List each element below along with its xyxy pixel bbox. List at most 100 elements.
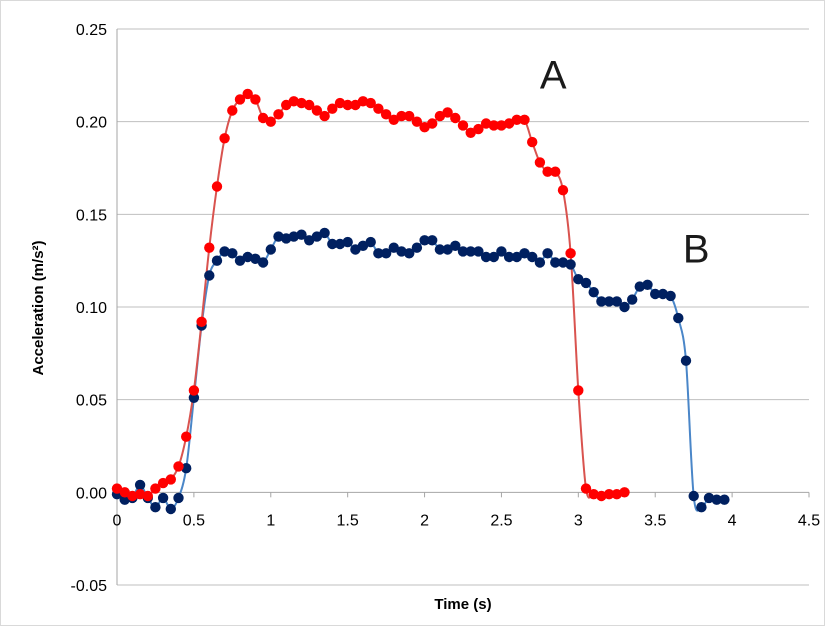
x-tick-label: 3.5 — [644, 512, 666, 529]
y-tick-label: 0.25 — [76, 22, 107, 39]
series-b-point — [265, 244, 276, 255]
series-a-point — [319, 110, 330, 122]
series-b-point — [419, 235, 430, 246]
series-a-point — [304, 99, 315, 111]
series-a-point — [442, 107, 453, 118]
series-a-point — [519, 114, 530, 126]
series-b-point — [450, 240, 461, 251]
x-tick-label: 4.5 — [798, 512, 820, 529]
series-b-point — [380, 248, 392, 259]
series-a-point — [542, 166, 553, 177]
series-a-point — [188, 385, 200, 396]
series-a-point — [557, 185, 569, 196]
series-b-point — [404, 248, 415, 259]
series-b-point — [165, 503, 176, 515]
series-a-point — [365, 97, 376, 109]
series-a-point — [165, 474, 176, 485]
series-b-point — [580, 277, 592, 289]
series-b-point — [680, 355, 692, 366]
x-tick-label: 3 — [574, 512, 583, 529]
series-a-point — [342, 99, 353, 111]
series-b-point — [473, 246, 484, 257]
series-b-point — [619, 301, 630, 313]
series-a-point — [550, 166, 561, 177]
series-b-point — [550, 257, 561, 268]
series-a-point — [265, 116, 276, 127]
series-b-point — [357, 240, 369, 251]
series-b-point — [603, 296, 615, 307]
series-a-point — [373, 103, 384, 114]
tick-labels: -0.05 0.00 0.05 0.10 0.15 0.20 0.25 0 0.5 1 1.5 2 2.… — [71, 22, 821, 595]
series-a-point — [603, 489, 615, 500]
series-b-point — [596, 296, 607, 307]
series-b-point — [134, 479, 146, 491]
x-tick-label: 0 — [113, 512, 122, 529]
series-b-point — [319, 227, 330, 239]
series-b-point — [211, 255, 223, 266]
series-points — [111, 88, 730, 515]
series-a-point — [327, 103, 338, 114]
series-a-point — [388, 114, 399, 126]
series-a-point — [427, 118, 438, 129]
series-a-point — [204, 242, 215, 253]
series-b-point — [457, 246, 469, 257]
series-b-point — [365, 236, 376, 248]
series-a-point — [619, 487, 630, 498]
series-b-point — [665, 290, 676, 302]
x-tick-label: 1 — [266, 512, 275, 529]
series-a-point — [465, 127, 476, 138]
series-b-point — [465, 246, 476, 257]
x-tick-label: 2.5 — [490, 512, 512, 529]
series-a-point — [527, 136, 538, 148]
series-b-point — [434, 244, 446, 255]
series-a-point — [534, 157, 546, 168]
series-a-point — [380, 109, 392, 120]
series-a-point — [450, 112, 461, 124]
series-b-point — [234, 255, 246, 266]
x-tick-label: 0.5 — [183, 512, 205, 529]
y-tick-label: 0.10 — [76, 300, 107, 317]
y-tick-label: 0.05 — [76, 393, 107, 410]
series-a-point — [573, 385, 584, 396]
series-b-point — [519, 248, 530, 259]
series-b-point — [711, 494, 722, 505]
series-b-point — [503, 251, 515, 263]
series-a-point — [250, 94, 261, 105]
series-b-point — [173, 492, 184, 504]
series-a-point — [457, 120, 469, 131]
series-a-point — [142, 490, 153, 502]
series-a-point — [211, 181, 223, 192]
series-b-point — [311, 231, 323, 242]
y-tick-label: -0.05 — [71, 578, 108, 595]
series-b-point — [588, 287, 599, 298]
series-a-point — [181, 431, 192, 442]
series-b-point — [673, 312, 684, 324]
series-b-point — [296, 229, 307, 240]
series-a-point — [511, 114, 522, 126]
series-a-point — [219, 133, 230, 144]
series-a-point — [196, 316, 207, 327]
series-a-point — [404, 110, 415, 122]
x-tick-label: 1.5 — [337, 512, 359, 529]
series-label-a: A — [540, 53, 567, 97]
series-b-point — [304, 235, 315, 246]
series-a-point — [227, 105, 238, 116]
series-b-point — [527, 251, 538, 263]
series-a-point — [273, 109, 284, 120]
series-b-point — [488, 251, 499, 263]
series-b-point — [627, 294, 638, 305]
series-b-point — [496, 246, 507, 257]
series-a-point — [488, 120, 499, 131]
series-a-point — [257, 112, 269, 124]
series-b-point — [411, 242, 423, 253]
series-b-point — [204, 270, 215, 281]
series-a-point — [396, 110, 407, 122]
series-b-point — [480, 251, 492, 263]
y-tick-label: 0.00 — [76, 485, 107, 502]
y-tick-label: 0.15 — [76, 207, 107, 224]
series-b-point — [327, 238, 338, 250]
series-b-point — [157, 492, 169, 504]
series-a-point — [173, 461, 184, 472]
